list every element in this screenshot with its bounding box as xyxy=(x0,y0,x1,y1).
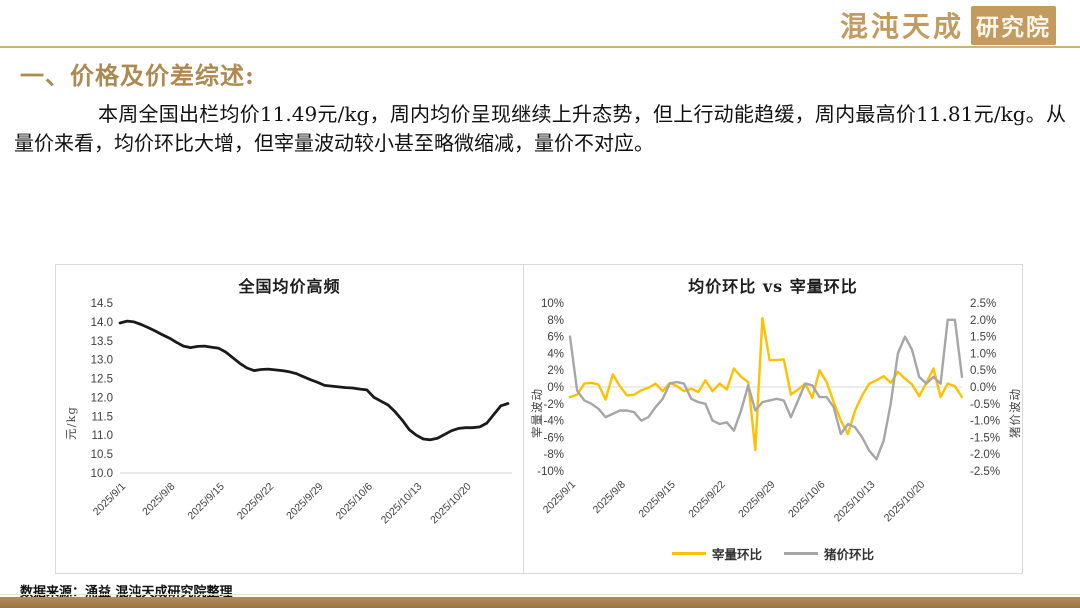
x-tick-label: 2025/10/6 xyxy=(334,481,376,523)
y-tick-label: 11.0 xyxy=(91,430,113,442)
x-tick-label: 2025/10/13 xyxy=(379,481,425,527)
right-y-tick-label: -1.5% xyxy=(970,432,1000,444)
y-tick-label: 12.5 xyxy=(91,374,113,386)
left-y-tick-label: -4% xyxy=(544,416,564,428)
y-tick-label: 11.5 xyxy=(91,411,113,423)
legend-item-slaughter: 宰量环比 xyxy=(671,544,762,563)
y-tick-label: 13.0 xyxy=(91,355,113,367)
right-y-tick-label: 2.0% xyxy=(970,315,996,327)
left-y-tick-label: 2% xyxy=(547,365,564,377)
mom-dual-axis-chart: 10% 8% 6% 4% 2% 0% -2% -4% -6% -8% -10% 2.5% 2.0% 1.5… xyxy=(537,298,1000,525)
right-y-tick-label: -2.5% xyxy=(970,466,1000,478)
pigprice-legend-line-icon xyxy=(784,552,818,555)
left-y-tick-label: -8% xyxy=(544,449,564,461)
footer-divider xyxy=(0,594,1080,595)
price-chart-title: 全国均价高频 xyxy=(238,277,341,296)
mom-chart-legend: 宰量环比 猪价环比 xyxy=(524,544,1022,563)
bottom-accent-bar xyxy=(0,597,1080,608)
y-tick-label: 10.0 xyxy=(91,468,113,480)
section-title: 一、价格及价差综述: xyxy=(20,61,255,90)
right-y-tick-label: -1.0% xyxy=(970,416,1000,428)
left-y-tick-label: 6% xyxy=(547,332,564,344)
logo-text: 混沌天成 xyxy=(839,10,964,43)
slaughter-legend-line-icon xyxy=(671,552,706,555)
price-line-chart: 10.0 10.5 11.0 11.5 12.0 12.5 13.0 13.5 14.0 14.5… xyxy=(91,298,512,527)
x-tick-label: 2025/9/29 xyxy=(736,479,778,521)
mom-chart-left-axis-label: 宰量波动 xyxy=(530,388,544,438)
x-tick-label: 2025/9/15 xyxy=(636,479,678,521)
slaughter-series-line xyxy=(568,316,964,452)
x-tick-label: 2025/9/8 xyxy=(140,481,177,518)
x-tick-label: 2025/9/15 xyxy=(185,481,227,523)
left-y-tick-label: 10% xyxy=(541,298,564,310)
slaughter-legend-label: 宰量环比 xyxy=(711,547,762,562)
left-y-tick-label: -10% xyxy=(537,466,564,478)
left-y-tick-label: 8% xyxy=(547,315,564,327)
x-tick-label: 2025/9/22 xyxy=(235,481,277,523)
x-tick-label: 2025/10/20 xyxy=(882,479,928,525)
summary-paragraph: 本周全国出栏均价11.49元/kg，周内均价呈现继续上升态势，但上行动能趋缓，周… xyxy=(14,102,1066,155)
right-y-tick-label: 1.5% xyxy=(970,332,996,344)
company-logo: 混沌天成 研究院 xyxy=(840,5,1056,45)
x-tick-label: 2025/10/20 xyxy=(428,481,474,527)
price-chart-cell: 全国均价高频 元/kg 10.0 10.5 11.0 11.5 12.0 12.5 13.0… xyxy=(56,265,524,573)
mom-chart-right-axis-label: 猪价波动 xyxy=(1008,388,1022,438)
x-tick-label: 2025/9/1 xyxy=(541,479,578,516)
y-tick-label: 12.0 xyxy=(91,392,113,404)
data-source-note: 数据来源：涌益 混沌天成研究院整理 xyxy=(20,585,233,600)
left-y-tick-label: -6% xyxy=(544,432,564,444)
pigprice-series-line xyxy=(568,318,964,461)
y-tick-label: 13.5 xyxy=(91,336,113,348)
x-tick-label: 2025/9/1 xyxy=(91,481,128,518)
right-y-tick-label: -2.0% xyxy=(970,449,1000,461)
x-tick-label: 2025/10/13 xyxy=(832,479,878,525)
pigprice-legend-label: 猪价环比 xyxy=(824,547,875,562)
x-tick-label: 2025/9/8 xyxy=(591,479,628,516)
legend-item-pigprice: 猪价环比 xyxy=(784,544,874,563)
x-tick-label: 2025/9/29 xyxy=(284,481,326,523)
logo-badge: 研究院 xyxy=(971,5,1056,45)
left-y-tick-label: 4% xyxy=(547,348,564,360)
mom-chart-cell: 均价环比 vs 宰量环比 宰量波动 猪价波动 10% 8% 6% 4% 2% 0% -2% -… xyxy=(524,265,1022,573)
right-y-tick-label: 1.0% xyxy=(970,348,996,360)
right-y-tick-label: 2.5% xyxy=(970,298,996,310)
x-tick-label: 2025/9/22 xyxy=(686,479,728,521)
left-y-tick-label: 0% xyxy=(547,382,564,394)
price-series-line xyxy=(118,319,510,442)
right-y-tick-label: 0.0% xyxy=(970,382,996,394)
charts-panel: 全国均价高频 元/kg 10.0 10.5 11.0 11.5 12.0 12.5 13.0… xyxy=(55,264,1023,574)
y-tick-label: 14.5 xyxy=(91,298,113,310)
right-y-tick-label: -0.5% xyxy=(970,399,1000,411)
left-y-tick-label: -2% xyxy=(544,399,564,411)
right-y-tick-label: 0.5% xyxy=(970,365,996,377)
mom-chart-title: 均价环比 vs 宰量环比 xyxy=(688,277,858,296)
header-divider xyxy=(0,46,1080,48)
price-chart-y-axis-label: 元/kg xyxy=(63,406,78,440)
y-tick-label: 10.5 xyxy=(91,449,113,461)
y-tick-label: 14.0 xyxy=(91,317,113,329)
x-tick-label: 2025/10/6 xyxy=(786,479,828,521)
